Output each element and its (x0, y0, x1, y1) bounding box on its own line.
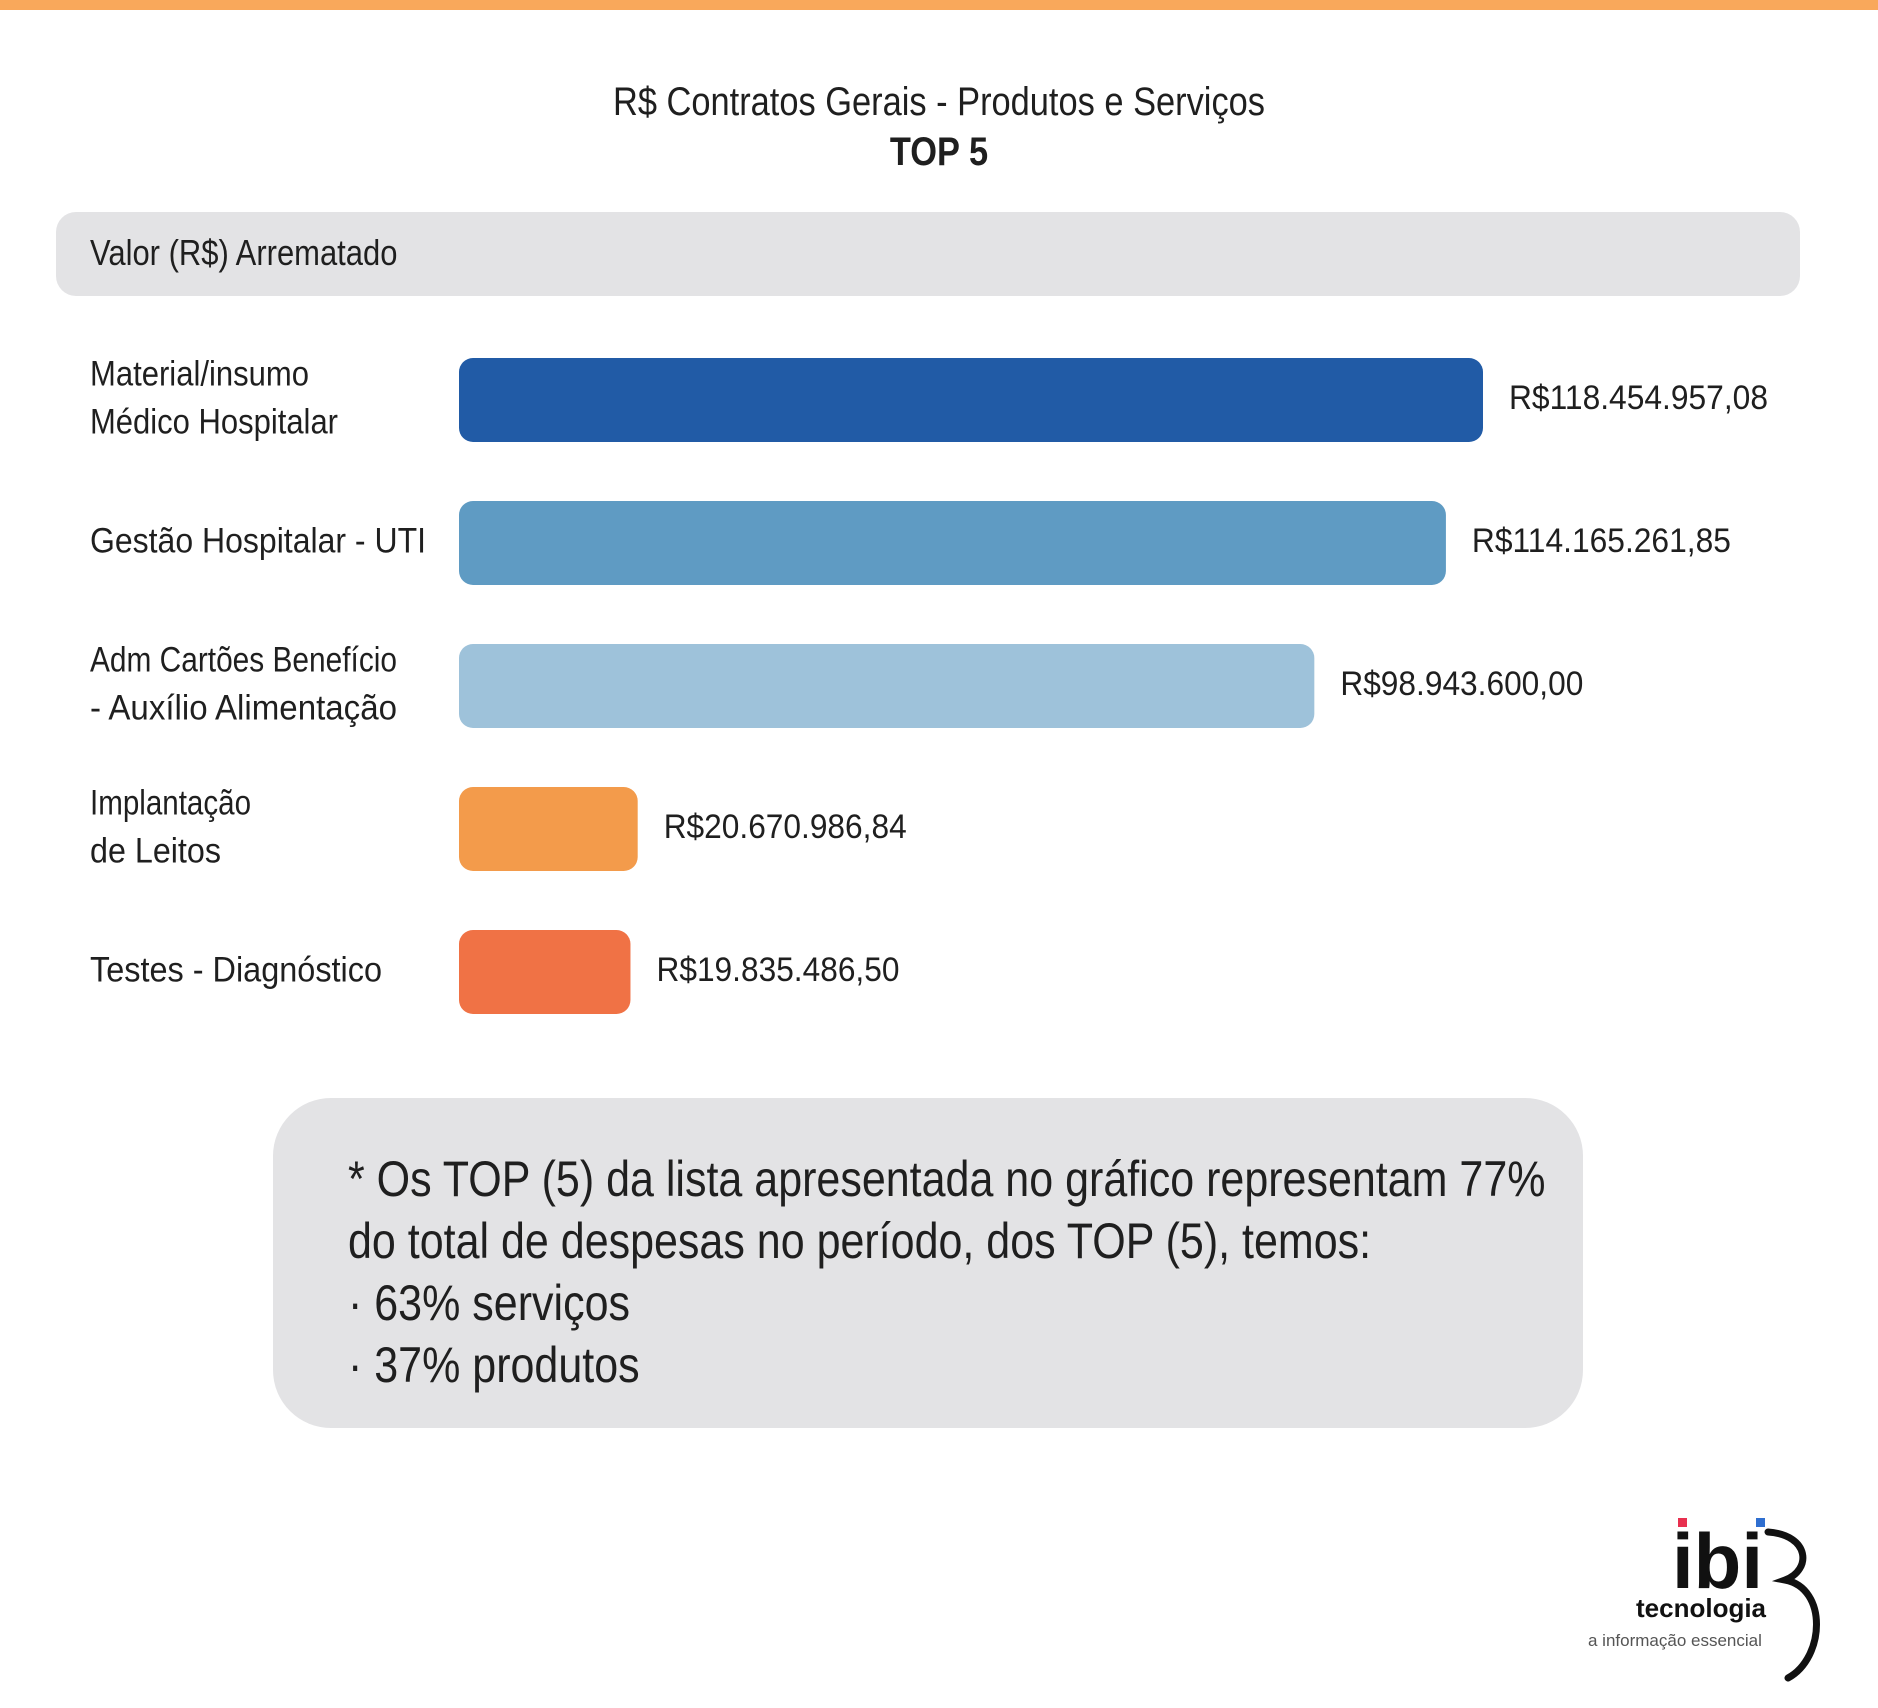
logo-blue-dot (1756, 1518, 1765, 1527)
category-label-5: Testes - Diagnóstico (90, 950, 382, 989)
note-line-4: · 37% produtos (348, 1337, 640, 1393)
note-line-2: do total de despesas no período, dos TOP… (348, 1213, 1372, 1269)
bar-3 (459, 644, 1315, 728)
bar-value-label-2: R$114.165.261,85 (1472, 522, 1731, 560)
chart-subtitle: TOP 5 (889, 130, 989, 174)
logo-swoosh (1764, 1528, 1820, 1682)
category-label-2: Gestão Hospitalar - UTI (90, 521, 426, 560)
logo-tagline: a informação essencial (1588, 1631, 1762, 1650)
bar-value-label-5: R$19.835.486,50 (656, 951, 899, 989)
category-label-1-line-2: Médico Hospitalar (90, 402, 338, 441)
top-accent-line (0, 0, 1878, 10)
category-label-3-line-1: Adm Cartões Benefício (90, 640, 397, 679)
value-header-label: Valor (R$) Arrematado (90, 232, 398, 273)
category-label-4-line-2: de Leitos (90, 831, 221, 870)
category-label-1-line-1: Material/insumo (90, 354, 309, 393)
logo-red-dot (1678, 1518, 1687, 1527)
ibi-tecnologia-logo: ibi tecnologia a informação essencial (1588, 1517, 1820, 1682)
bar-value-label-1: R$118.454.957,08 (1509, 379, 1768, 417)
note-line-1: * Os TOP (5) da lista apresentada no grá… (348, 1151, 1546, 1207)
bar-value-label-4: R$20.670.986,84 (664, 808, 907, 846)
category-label-4-line-1: Implantação (90, 783, 251, 822)
note-box (273, 1098, 1583, 1428)
value-header-bar (56, 212, 1800, 296)
bar-chart: R$118.454.957,08 Material/insumo Médico Ho… (90, 354, 1768, 1014)
logo-name: tecnologia (1636, 1593, 1767, 1623)
chart-title: R$ Contratos Gerais - Produtos e Serviço… (613, 80, 1265, 124)
bar-value-label-3: R$98.943.600,00 (1340, 665, 1583, 703)
bar-2 (459, 501, 1446, 585)
note-line-3: · 63% serviços (348, 1275, 630, 1331)
bar-1 (459, 358, 1483, 442)
bar-5 (459, 930, 631, 1014)
logo-mark: ibi (1672, 1517, 1763, 1605)
category-label-3-line-2: - Auxílio Alimentação (90, 688, 397, 727)
bar-4 (459, 787, 638, 871)
